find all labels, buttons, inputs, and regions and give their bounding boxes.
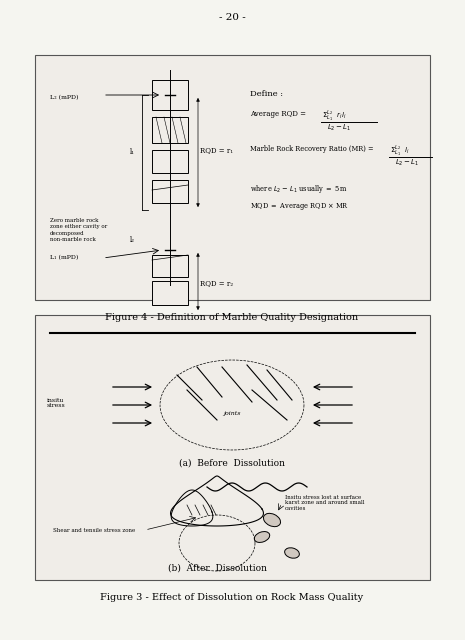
Ellipse shape bbox=[264, 513, 280, 527]
Text: $\Sigma^{L_2}_{L_1}$  $r_i\, l_i$: $\Sigma^{L_2}_{L_1}$ $r_i\, l_i$ bbox=[322, 108, 347, 122]
Text: (b)  After  Dissolution: (b) After Dissolution bbox=[167, 563, 266, 573]
Text: Zero marble rock
zone either cavity or
decomposed
non-marble rock: Zero marble rock zone either cavity or d… bbox=[50, 218, 107, 242]
Bar bbox=[152, 180, 188, 203]
Text: where $L_2$ $-$ $L_1$ usually $=$ 5m: where $L_2$ $-$ $L_1$ usually $=$ 5m bbox=[250, 183, 347, 195]
Bar bbox=[152, 117, 188, 143]
Text: Figure 4 - Definition of Marble Quality Designation: Figure 4 - Definition of Marble Quality … bbox=[106, 314, 359, 323]
Text: MQD $=$ Average RQD $\times$ MR: MQD $=$ Average RQD $\times$ MR bbox=[250, 201, 349, 212]
Text: insitu
stress: insitu stress bbox=[47, 397, 66, 408]
Text: Define :: Define : bbox=[250, 90, 283, 98]
Text: Marble Rock Recovery Ratio (MR) =: Marble Rock Recovery Ratio (MR) = bbox=[250, 145, 373, 153]
Bar bbox=[152, 80, 188, 110]
Bar bbox=[35, 55, 430, 300]
Ellipse shape bbox=[285, 548, 299, 558]
Text: - 20 -: - 20 - bbox=[219, 13, 246, 22]
Text: Shear and tensile stress zone: Shear and tensile stress zone bbox=[53, 527, 135, 532]
Bar bbox=[152, 255, 188, 277]
Text: RQD = r₂: RQD = r₂ bbox=[200, 279, 233, 287]
Text: $L_2 - L_1$: $L_2 - L_1$ bbox=[327, 123, 352, 133]
Text: $L_2 - L_1$: $L_2 - L_1$ bbox=[395, 158, 419, 168]
Text: L₂ (mPD): L₂ (mPD) bbox=[50, 95, 79, 100]
Text: Average RQD =: Average RQD = bbox=[250, 110, 306, 118]
Text: Insitu stress lost at surface
karst zone and around small
cavities: Insitu stress lost at surface karst zone… bbox=[285, 495, 365, 511]
Text: $\Sigma^{L_2}_{L_1}$  $l_i$: $\Sigma^{L_2}_{L_1}$ $l_i$ bbox=[390, 143, 410, 157]
Ellipse shape bbox=[254, 532, 270, 543]
Text: L₁ (mPD): L₁ (mPD) bbox=[50, 255, 79, 260]
Text: Figure 3 - Effect of Dissolution on Rock Mass Quality: Figure 3 - Effect of Dissolution on Rock… bbox=[100, 593, 364, 602]
Text: (a)  Before  Dissolution: (a) Before Dissolution bbox=[179, 458, 285, 467]
Text: l₂: l₂ bbox=[130, 236, 134, 244]
Bar bbox=[152, 150, 188, 173]
Bar bbox=[35, 315, 430, 580]
Text: RQD = r₁: RQD = r₁ bbox=[200, 146, 233, 154]
Text: l₁: l₁ bbox=[129, 148, 134, 157]
Text: joints: joints bbox=[223, 410, 241, 415]
Bar bbox=[152, 281, 188, 305]
